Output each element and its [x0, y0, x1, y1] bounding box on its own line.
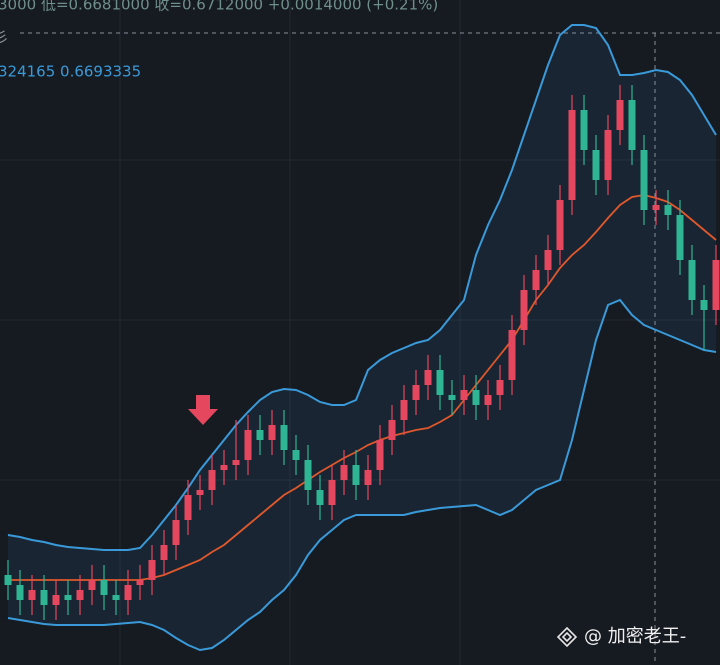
candle-body [508, 330, 516, 380]
candle-body [28, 590, 36, 600]
candle-body [340, 465, 348, 480]
candle-body [700, 300, 708, 310]
candle-body [220, 465, 228, 470]
candle-body [52, 595, 60, 605]
candle-body [196, 490, 204, 495]
candle-body [76, 590, 84, 600]
candle-body [160, 545, 168, 560]
candle-body [544, 250, 552, 270]
candle-body [280, 425, 288, 450]
candle-body [268, 425, 276, 440]
candle-body [448, 395, 456, 400]
candle-body [520, 290, 528, 330]
candle-body [148, 560, 156, 580]
candle-body [664, 205, 672, 215]
candle-body [40, 590, 48, 605]
candle-body [628, 100, 636, 150]
info-line: 3000 低=0.6681000 收=0.6712000 +0.0014000 … [0, 0, 438, 14]
candle-body [16, 585, 24, 600]
candle-body [712, 260, 720, 310]
candle-body [184, 495, 192, 520]
candle-body [328, 480, 336, 505]
candle-body [568, 110, 576, 200]
candle-body [376, 440, 384, 470]
candle-body [652, 205, 660, 210]
candle-body [640, 150, 648, 210]
candle-body [172, 520, 180, 545]
candle-body [88, 580, 96, 590]
candle-body [244, 430, 252, 460]
candle-body [592, 150, 600, 180]
candle-body [124, 585, 132, 600]
candle-body [688, 260, 696, 300]
plot-area [4, 24, 720, 652]
candle-body [4, 575, 12, 585]
indicator-values: 324165 0.6693335 [0, 63, 141, 81]
candle-body [112, 595, 120, 600]
candle-body [136, 580, 144, 585]
candle-body [460, 390, 468, 400]
candle-body [412, 385, 420, 400]
watermark-logo [556, 626, 578, 648]
watermark: @ 加密老王- [584, 626, 686, 647]
indicator-label: 彡 [0, 29, 9, 47]
annotation-arrow [188, 395, 218, 425]
candle-body [292, 450, 300, 460]
candle-body [676, 215, 684, 260]
candle-body [232, 460, 240, 465]
candle-body [484, 395, 492, 405]
candle-body [256, 430, 264, 440]
boll-middle [8, 194, 717, 581]
candle-body [496, 380, 504, 395]
boll-lower [7, 298, 717, 652]
candle-body [352, 465, 360, 485]
candle-body [580, 110, 588, 150]
candle-body [532, 270, 540, 290]
candle-body [424, 370, 432, 385]
candle-body [64, 595, 72, 600]
candle-body [304, 460, 312, 490]
candle-body [208, 470, 216, 490]
boll-upper [7, 24, 717, 551]
candle-body [100, 580, 108, 595]
candle-body [472, 390, 480, 405]
candle-body [364, 470, 372, 485]
candle-body [616, 100, 624, 130]
candle-body [556, 200, 564, 250]
candle-body [604, 130, 612, 180]
candle-body [436, 370, 444, 395]
candle-body [400, 400, 408, 420]
candle-body [388, 420, 396, 440]
candle-body [316, 490, 324, 505]
